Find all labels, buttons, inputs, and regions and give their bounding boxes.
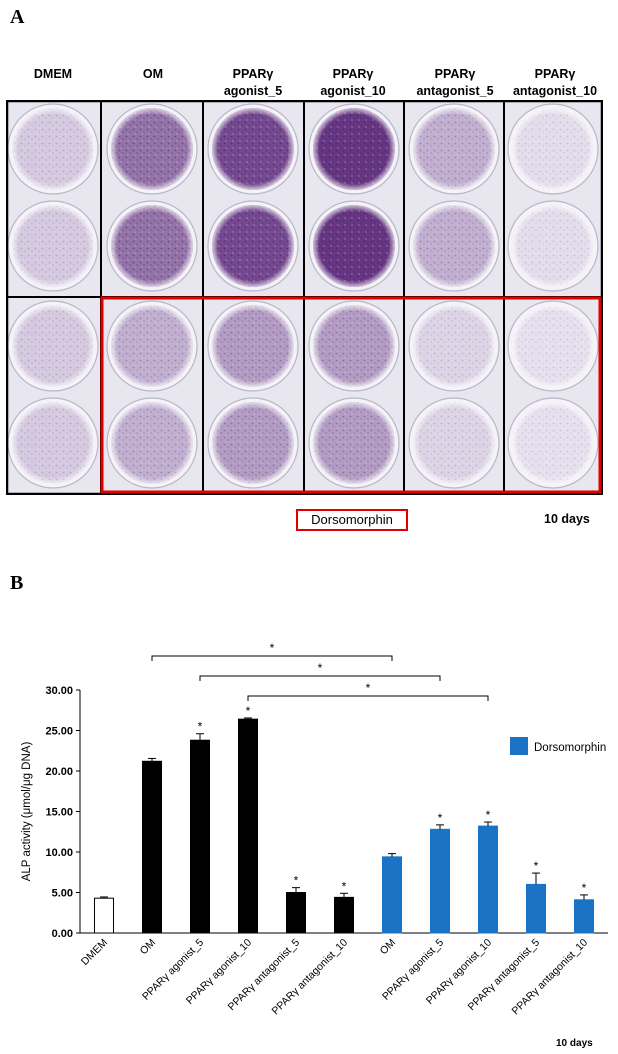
- y-tick-label: 20.00: [45, 766, 73, 778]
- column-header-antagonist-10: PPARγ antagonist_10: [512, 67, 598, 98]
- well: [106, 103, 198, 195]
- alp-activity-chart: 0.00 5.00 10.00 15.00 20.00 25.00 30.00 ALP act…: [21, 641, 608, 1017]
- well: [7, 103, 99, 195]
- well: [106, 300, 198, 392]
- dorsomorphin-label-box: Dorsomorphin: [296, 509, 408, 531]
- significance-star: *: [342, 879, 347, 893]
- well: [408, 300, 500, 392]
- bracket-star: *: [366, 681, 371, 695]
- well: [308, 200, 400, 292]
- significance-star: *: [582, 881, 587, 895]
- bar: [526, 883, 546, 934]
- bar: [478, 825, 498, 934]
- column-header-om: OM: [142, 67, 164, 81]
- well: [308, 103, 400, 195]
- column-header-dmem: DMEM: [33, 67, 73, 81]
- column-header-antagonist-5: PPARγ antagonist_5: [416, 67, 494, 98]
- well: [207, 103, 299, 195]
- panel-b-label: B: [10, 572, 24, 594]
- x-tick-label: OM: [378, 937, 398, 957]
- bar: [334, 896, 354, 934]
- bar: [430, 828, 450, 934]
- panel-a-days-label: 10 days: [544, 512, 590, 526]
- significance-star: *: [486, 808, 491, 822]
- well: [207, 200, 299, 292]
- bracket-star: *: [270, 641, 275, 655]
- significance-brackets: * * *: [151, 641, 489, 701]
- panel-b-days-label: 10 days: [556, 1038, 593, 1049]
- significance-bracket: [199, 675, 441, 681]
- chart-legend: Dorsomorphin: [510, 737, 606, 755]
- well: [207, 300, 299, 392]
- well: [7, 300, 99, 392]
- significance-bracket: [247, 695, 489, 701]
- well: [308, 300, 400, 392]
- significance-star: *: [438, 811, 443, 825]
- well: [308, 397, 400, 489]
- bar: [382, 856, 402, 934]
- well: [507, 397, 599, 489]
- significance-star: *: [294, 874, 299, 888]
- legend-swatch: [510, 737, 528, 755]
- x-tick-label: OM: [138, 937, 158, 957]
- y-tick-label: 5.00: [52, 888, 73, 900]
- well-plate-image: [6, 100, 603, 495]
- y-tick-label: 15.00: [45, 807, 73, 819]
- well: [7, 397, 99, 489]
- bar: [286, 892, 306, 934]
- well: [207, 397, 299, 489]
- well: [408, 103, 500, 195]
- chart-axes: 0.00 5.00 10.00 15.00 20.00 25.00 30.00 ALP act…: [21, 685, 608, 1017]
- x-tick-label: DMEM: [79, 937, 110, 968]
- significance-bracket: [151, 655, 393, 661]
- wells-group: [7, 103, 599, 489]
- well: [507, 103, 599, 195]
- legend-label: Dorsomorphin: [534, 742, 606, 754]
- bracket-star: *: [318, 661, 323, 675]
- well: [7, 200, 99, 292]
- well: [408, 200, 500, 292]
- significance-star: *: [246, 704, 251, 718]
- y-axis-label: ALP activity (μmol/μg DNA): [21, 742, 33, 882]
- column-header-agonist-10: PPARγ agonist_10: [320, 67, 386, 98]
- y-tick-label: 30.00: [45, 685, 73, 697]
- panel-a-label: A: [10, 6, 25, 28]
- dorsomorphin-highlight-box: [100, 296, 602, 494]
- well: [408, 397, 500, 489]
- y-tick-label: 10.00: [45, 847, 73, 859]
- column-header-agonist-5: PPARγ agonist_5: [223, 67, 283, 98]
- well: [507, 300, 599, 392]
- y-tick-label: 25.00: [45, 726, 73, 738]
- chart-bars: * * * * * * * *: [94, 704, 594, 934]
- bar: [94, 897, 114, 934]
- bar: [190, 739, 210, 934]
- bar: [574, 899, 594, 934]
- well: [106, 200, 198, 292]
- bar: [142, 760, 162, 934]
- y-tick-label: 0.00: [52, 928, 73, 940]
- well: [507, 200, 599, 292]
- significance-star: *: [534, 859, 539, 873]
- bar: [238, 718, 258, 934]
- well: [106, 397, 198, 489]
- significance-star: *: [198, 720, 203, 734]
